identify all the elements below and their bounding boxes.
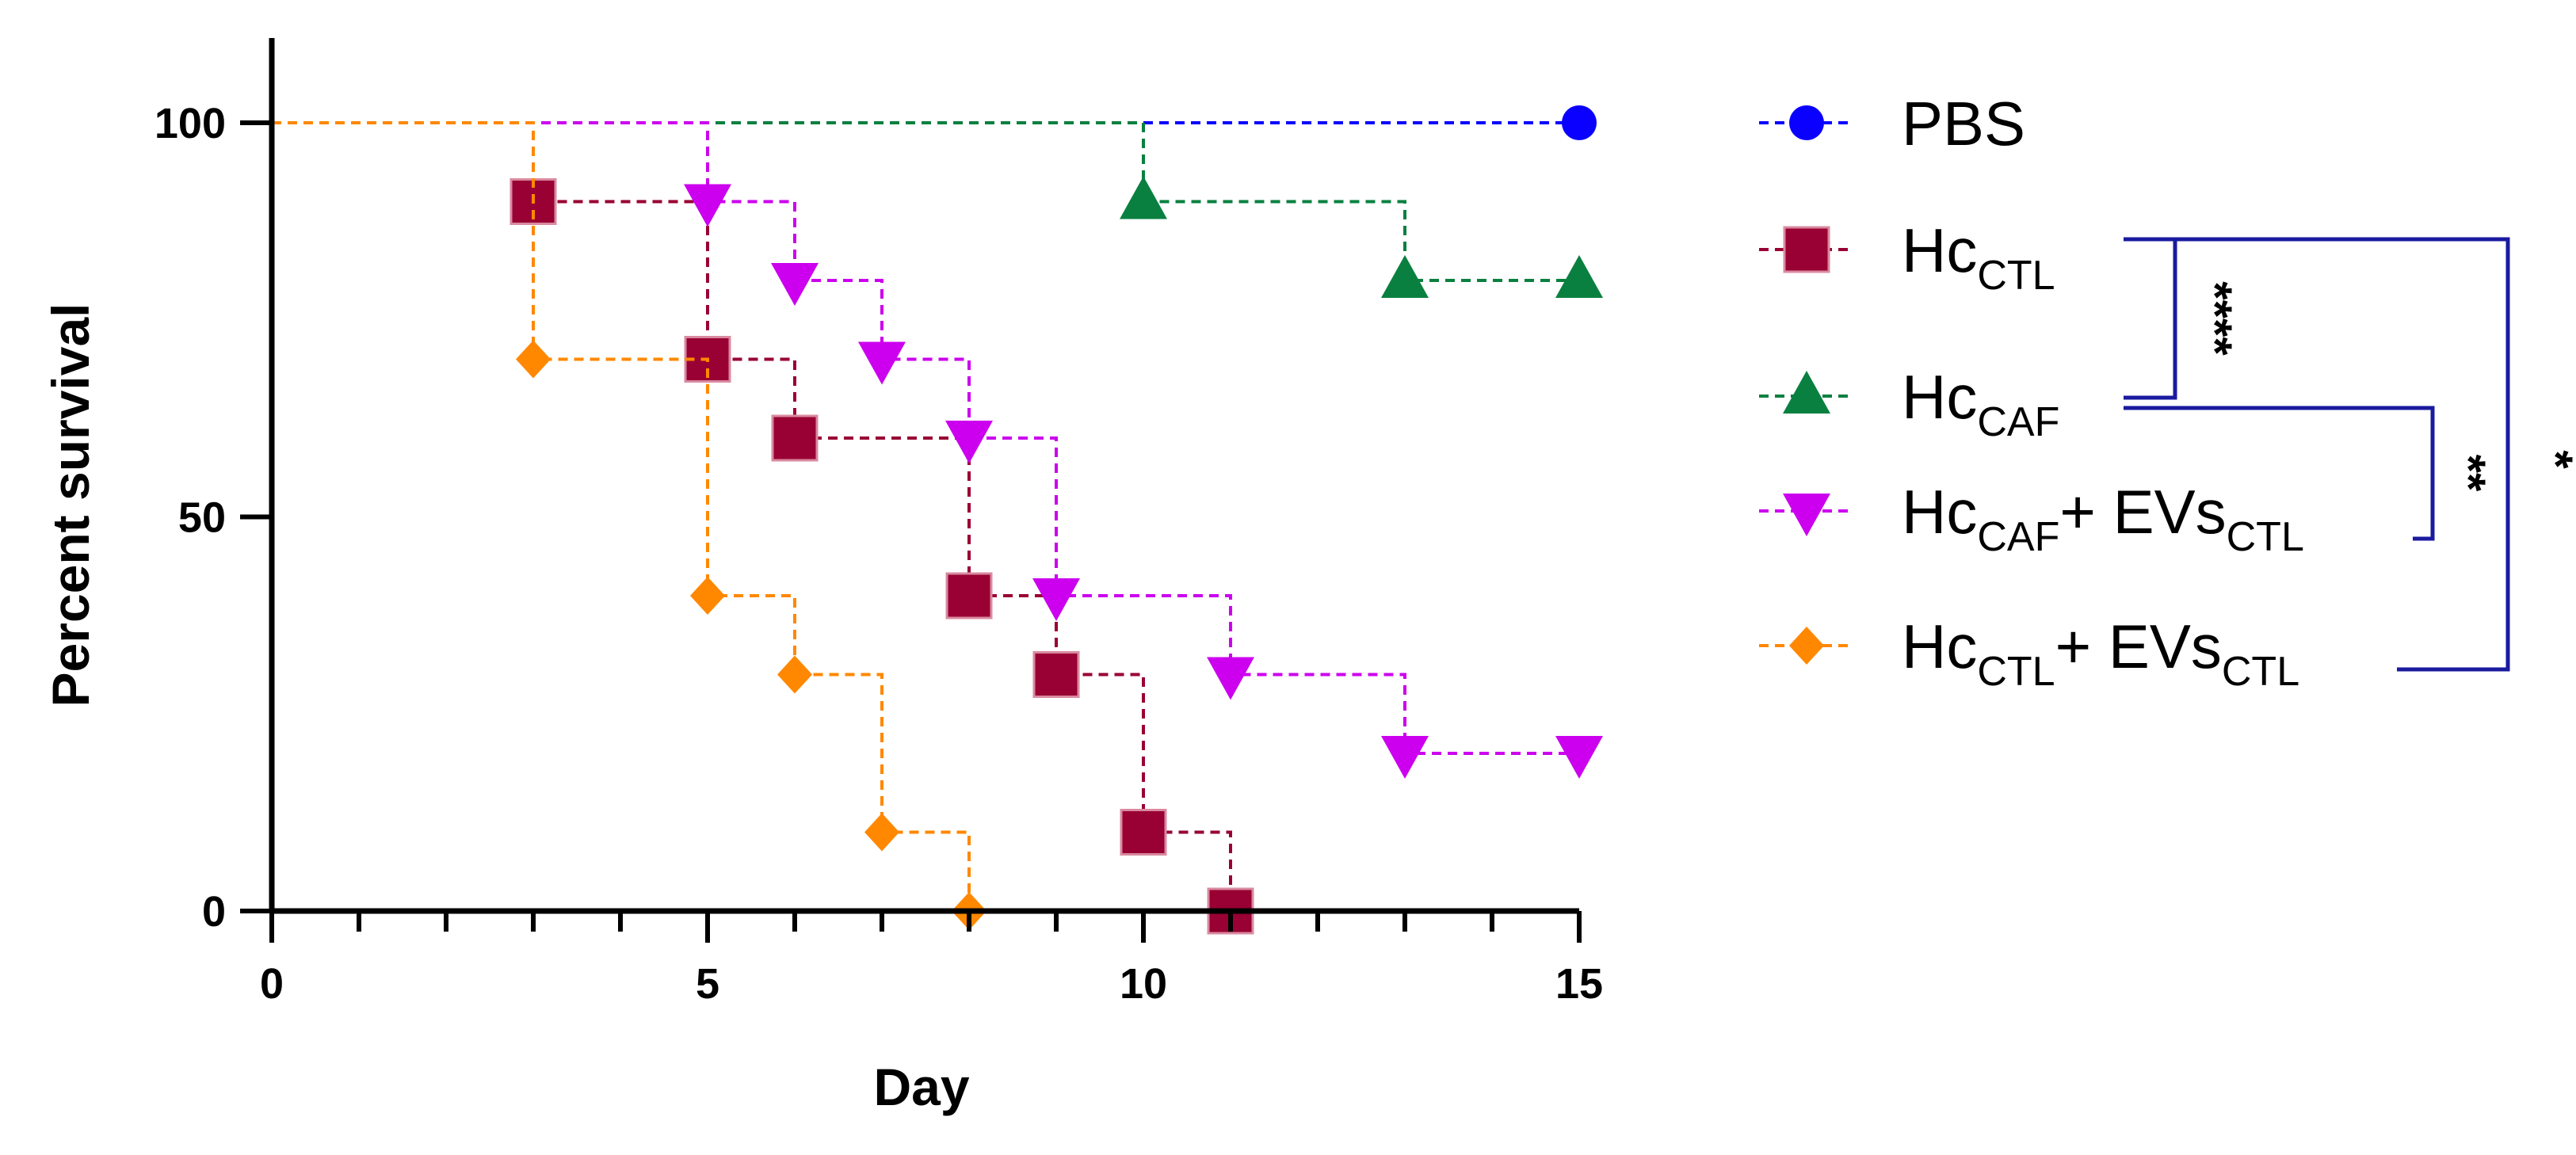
data-point	[945, 572, 993, 619]
legend-label: HcCAF​	[1902, 362, 2059, 445]
legend-marker	[1783, 494, 1830, 536]
legend-item: HcCTL​	[1759, 215, 2055, 299]
data-point	[858, 341, 906, 385]
legend-subscript: CTL	[2222, 649, 2299, 695]
y-axis-title: Percent survival	[41, 303, 100, 707]
legend-text-part: + EVs	[2059, 477, 2226, 547]
x-tick-label: 5	[696, 960, 719, 1008]
significance-bracket: **	[2124, 406, 2495, 541]
series-hccaf	[272, 121, 1603, 298]
data-point	[771, 414, 819, 462]
data-point	[864, 813, 899, 852]
legend-text-part: Hc	[1902, 477, 1977, 547]
legend-text-part: + EVs	[2055, 612, 2222, 681]
survival-step-line	[272, 121, 1232, 911]
legend-marker	[1789, 627, 1824, 665]
bracket-line	[2124, 237, 2510, 672]
legend-marker	[1789, 105, 1824, 140]
data-point	[945, 421, 993, 463]
survival-step-line	[272, 121, 1579, 282]
legend-subscript: CTL	[2227, 514, 2304, 560]
legend-subscript: CTL	[1977, 649, 2055, 695]
legend-label: HcCTL​+ EVsCTL​	[1902, 612, 2299, 695]
data-point	[1032, 651, 1080, 698]
data-point	[1032, 578, 1080, 621]
bracket-line	[2124, 237, 2177, 400]
legend-item: HcCTL​+ EVsCTL​	[1759, 612, 2299, 695]
significance-label: *	[2529, 450, 2576, 469]
survival-step-line	[272, 121, 971, 911]
legend-subscript: CAF	[1977, 399, 2059, 445]
significance-label: ****	[2189, 281, 2242, 356]
x-tick-label: 10	[1120, 960, 1167, 1008]
series-hcctl-evsctl	[272, 121, 987, 930]
legend-item: PBS	[1759, 89, 2025, 158]
legend-subscript: CTL	[1977, 253, 2055, 299]
data-point	[690, 577, 725, 615]
y-tick-label: 100	[155, 100, 226, 147]
legend-text-part: Hc	[1902, 362, 1977, 432]
y-tick-label: 50	[178, 494, 226, 542]
data-point	[1562, 105, 1597, 140]
data-point	[1207, 657, 1254, 700]
legend-item: HcCAF​+ EVsCTL​	[1759, 477, 2304, 560]
data-point	[1120, 809, 1167, 856]
legend: PBS HcCTL​ HcCAF​ HcCAF​+ EVsCTL​ HcCTL​+ EV…	[1759, 89, 2304, 695]
data-point	[777, 655, 812, 694]
data-point	[516, 340, 551, 379]
significance-bracket: *	[2124, 237, 2576, 672]
legend-text-part: Hc	[1902, 612, 1977, 681]
y-tick-label: 0	[202, 888, 226, 936]
survival-step-line	[272, 121, 1579, 755]
plot-area	[272, 105, 1603, 935]
legend-label: HcCTL​	[1902, 215, 2055, 299]
data-point	[1120, 176, 1167, 219]
series-hccaf-evsctl	[272, 121, 1603, 779]
data-point	[684, 184, 731, 227]
legend-label: HcCAF​+ EVsCTL​	[1902, 477, 2304, 560]
x-tick-label: 15	[1555, 960, 1603, 1008]
legend-marker	[1783, 226, 1830, 273]
data-point	[1381, 255, 1429, 298]
bracket-line	[2124, 406, 2435, 541]
data-point	[771, 263, 819, 306]
legend-item: HcCAF​	[1759, 362, 2059, 445]
legend-text-part: PBS	[1902, 89, 2025, 158]
data-point	[1555, 255, 1603, 298]
significance-brackets: *******	[2124, 237, 2576, 672]
data-point	[1381, 736, 1429, 779]
legend-subscript: CAF	[1977, 514, 2059, 560]
significance-label: **	[2442, 455, 2495, 492]
legend-marker	[1783, 371, 1830, 414]
x-axis-title: Day	[873, 1058, 969, 1116]
data-point	[1555, 736, 1603, 779]
legend-text-part: Hc	[1902, 215, 1977, 285]
significance-bracket: ****	[2124, 237, 2242, 400]
x-tick-label: 0	[260, 960, 284, 1008]
series-hcctl	[272, 121, 1254, 935]
axes: 0 5 10 15 0 50 100 Day Percent survival	[41, 38, 1603, 1116]
legend-label: PBS	[1902, 89, 2025, 158]
